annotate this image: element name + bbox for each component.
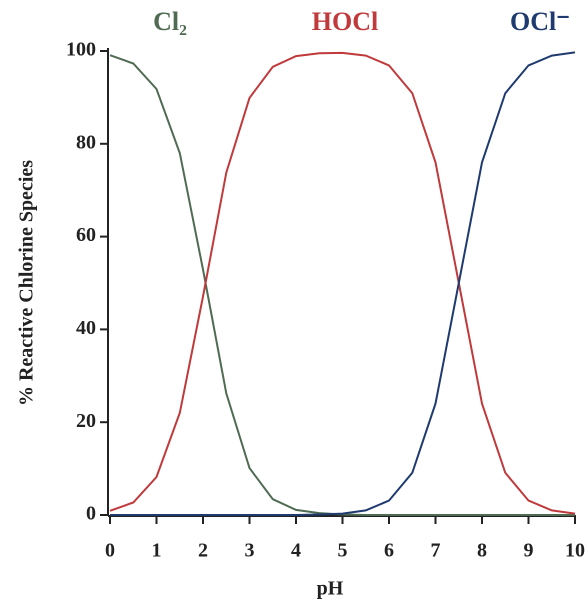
x-tick-label: 6 bbox=[384, 540, 394, 562]
legend-label: HOCl bbox=[312, 7, 378, 36]
legend-label: OCl⁻ bbox=[510, 7, 570, 36]
y-axis-label: % Reactive Chlorine Species bbox=[16, 160, 38, 406]
x-axis-label: pH bbox=[317, 578, 344, 600]
x-tick-label: 2 bbox=[198, 540, 208, 562]
legend-label: Cl₂ bbox=[153, 7, 187, 36]
x-tick-label: 7 bbox=[431, 540, 441, 562]
x-tick-label: 9 bbox=[524, 540, 534, 562]
x-tick-label: 3 bbox=[245, 540, 255, 562]
x-tick-label: 1 bbox=[152, 540, 162, 562]
x-tick-label: 4 bbox=[291, 540, 301, 562]
series-line bbox=[109, 54, 575, 516]
series-line bbox=[109, 51, 576, 515]
y-tick-label: 40 bbox=[76, 317, 96, 339]
y-tick-label: 0 bbox=[86, 503, 96, 525]
x-tick-label: 0 bbox=[105, 540, 115, 562]
y-tick-label: 80 bbox=[76, 131, 96, 153]
x-tick-label: 5 bbox=[338, 540, 348, 562]
y-tick-label: 60 bbox=[76, 224, 96, 246]
x-tick-label: 10 bbox=[565, 540, 585, 562]
y-tick-label: 100 bbox=[66, 39, 96, 61]
series-line bbox=[110, 51, 576, 516]
y-tick-label: 20 bbox=[76, 410, 96, 432]
x-tick-label: 8 bbox=[477, 540, 487, 562]
